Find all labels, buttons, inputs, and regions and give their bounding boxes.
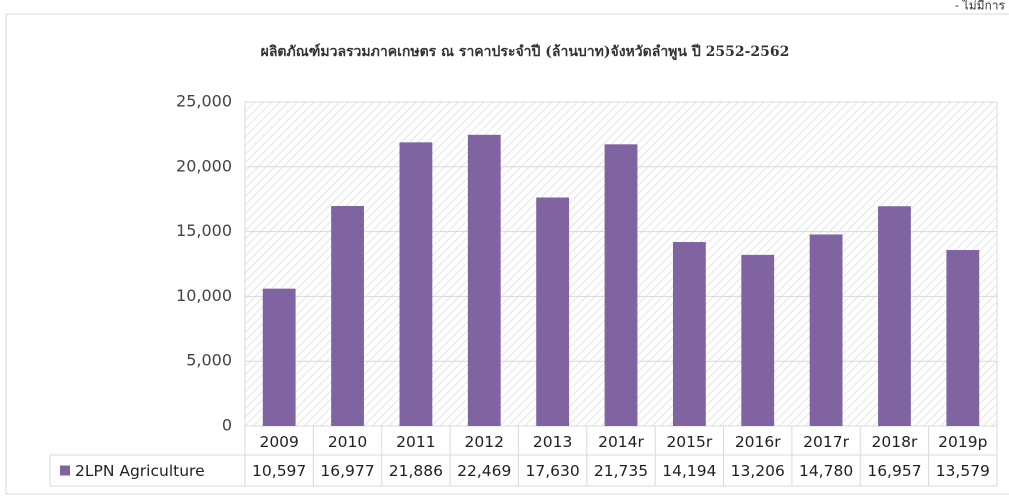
data-table-value: 13,206 — [731, 462, 785, 480]
bar — [809, 234, 843, 426]
y-tick-label: 20,000 — [176, 156, 232, 175]
data-table-value: 21,735 — [594, 462, 648, 480]
bar — [672, 242, 706, 426]
x-tick-label: 2014r — [598, 433, 644, 451]
data-table-value: 10,597 — [252, 462, 306, 480]
y-tick-label: 0 — [222, 416, 232, 435]
x-tick-label: 2019p — [938, 433, 987, 451]
bar — [604, 144, 638, 427]
data-table-value: 14,780 — [799, 462, 853, 480]
x-tick-label: 2017r — [803, 433, 849, 451]
bar — [741, 254, 775, 426]
data-table-value: 17,630 — [526, 462, 580, 480]
x-tick-label: 2011 — [396, 433, 435, 451]
legend-label: 2LPN Agriculture — [75, 462, 205, 480]
data-table-value: 16,957 — [867, 462, 921, 480]
x-tick-label: 2009 — [259, 433, 298, 451]
bar — [536, 197, 570, 426]
data-table-value: 14,194 — [662, 462, 716, 480]
x-tick-label: 2018r — [872, 433, 918, 451]
bar — [946, 250, 980, 426]
bar — [467, 134, 501, 426]
x-tick-label: 2013 — [533, 433, 572, 451]
x-tick-label: 2010 — [328, 433, 367, 451]
data-table-value: 22,469 — [457, 462, 511, 480]
y-tick-label: 25,000 — [176, 92, 232, 111]
bar — [331, 205, 364, 426]
x-tick-label: 2016r — [735, 433, 781, 451]
y-tick-label: 15,000 — [176, 221, 232, 240]
data-table-value: 13,579 — [936, 462, 990, 480]
x-tick-label: 2012 — [465, 433, 504, 451]
data-table-value: 16,977 — [320, 462, 374, 480]
data-table-value: 21,886 — [389, 462, 443, 480]
annotation: - ไม่มีการ — [955, 0, 1006, 13]
chart-title: ผลิตภัณฑ์มวลรวมภาคเกษตร ณ ราคาประจำปี (ล… — [261, 43, 790, 60]
bar — [399, 142, 433, 427]
bar — [262, 288, 296, 426]
x-tick-label: 2015r — [666, 433, 712, 451]
y-tick-label: 5,000 — [186, 351, 232, 370]
bar — [878, 206, 911, 426]
legend-swatch — [60, 465, 70, 476]
y-tick-label: 10,000 — [176, 286, 232, 305]
